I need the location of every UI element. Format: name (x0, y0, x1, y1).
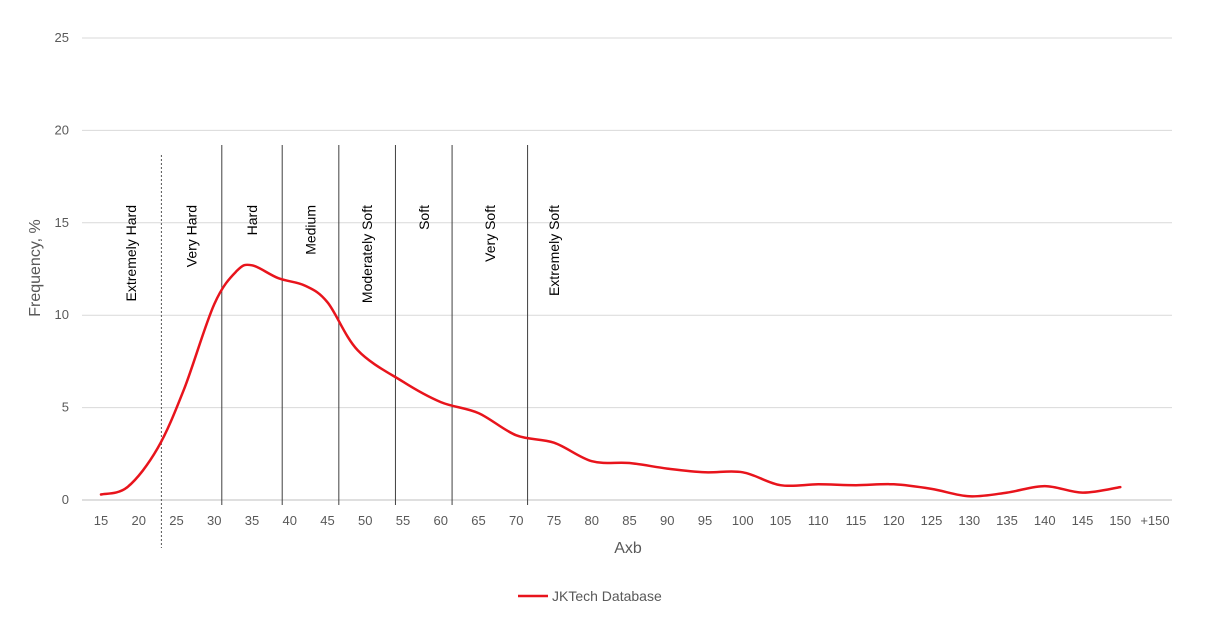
x-tick-label: 55 (396, 513, 410, 528)
series-line (99, 263, 1122, 498)
x-tick-label: 80 (585, 513, 599, 528)
x-tick-label: 70 (509, 513, 523, 528)
region-labels: Extremely Hard Very Hard Hard Medium Moderat… (123, 205, 562, 303)
region-label: Very Soft (482, 205, 498, 262)
region-label: Extremely Hard (123, 205, 139, 301)
x-tick-label: 150 (1109, 513, 1131, 528)
region-label: Medium (303, 205, 319, 255)
y-tick-label: 5 (62, 400, 69, 415)
x-tick-label: +150 (1140, 513, 1169, 528)
x-tick-label: 135 (996, 513, 1018, 528)
x-tick-label: 120 (883, 513, 905, 528)
x-tick-label: 140 (1034, 513, 1056, 528)
x-axis-title: Axb (614, 540, 642, 557)
x-tick-label: 100 (732, 513, 754, 528)
legend: JKTech Database (518, 588, 662, 604)
y-tick-labels: 0 5 10 15 20 25 (55, 30, 69, 507)
x-tick-labels: 15 20 25 30 35 40 45 50 55 60 65 70 75 80 85 90 95 100 105… (94, 513, 1170, 528)
legend-label: JKTech Database (552, 588, 662, 604)
x-tick-label: 60 (434, 513, 448, 528)
y-tick-label: 0 (62, 492, 69, 507)
x-tick-label: 75 (547, 513, 561, 528)
x-tick-label: 145 (1072, 513, 1094, 528)
x-tick-label: 30 (207, 513, 221, 528)
y-axis-title: Frequency, % (27, 219, 44, 317)
x-tick-label: 95 (698, 513, 712, 528)
x-tick-label: 40 (283, 513, 297, 528)
y-tick-label: 25 (55, 30, 69, 45)
y-tick-label: 10 (55, 307, 69, 322)
x-tick-label: 45 (320, 513, 334, 528)
region-label: Hard (244, 205, 260, 235)
region-boundaries (160, 145, 529, 548)
x-tick-label: 130 (958, 513, 980, 528)
x-tick-label: 50 (358, 513, 372, 528)
x-tick-label: 25 (169, 513, 183, 528)
region-label: Extremely Soft (546, 205, 562, 296)
x-tick-label: 35 (245, 513, 259, 528)
x-tick-label: 20 (132, 513, 146, 528)
series-lines (99, 263, 1122, 498)
region-label: Moderately Soft (359, 205, 375, 303)
x-tick-label: 125 (921, 513, 943, 528)
y-tick-label: 20 (55, 122, 69, 137)
grid-lines (82, 37, 1172, 501)
x-tick-label: 110 (808, 513, 829, 528)
x-tick-label: 105 (770, 513, 792, 528)
x-tick-label: 85 (622, 513, 636, 528)
region-label: Soft (416, 205, 432, 230)
x-tick-label: 65 (471, 513, 485, 528)
region-label: Very Hard (184, 205, 200, 267)
y-tick-label: 15 (55, 215, 69, 230)
x-tick-label: 15 (94, 513, 108, 528)
x-tick-label: 90 (660, 513, 674, 528)
x-tick-label: 115 (846, 513, 867, 528)
